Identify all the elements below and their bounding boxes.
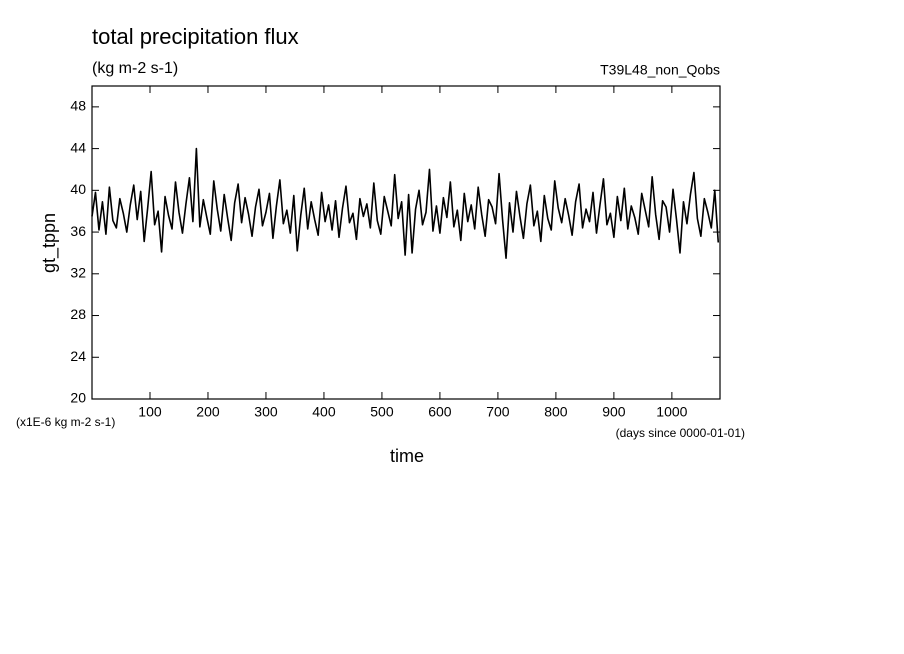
x-tick-label: 400 (312, 404, 336, 420)
y-axis-units: (x1E-6 kg m-2 s-1) (16, 415, 115, 429)
y-tick-label: 40 (70, 181, 86, 197)
x-axis-units: (days since 0000-01-01) (616, 426, 745, 440)
chart-subtitle: (kg m-2 s-1) (92, 60, 178, 77)
x-tick-label: 800 (544, 404, 568, 420)
y-tick-label: 28 (70, 306, 86, 322)
y-tick-label: 20 (70, 390, 86, 406)
y-tick-label: 48 (70, 98, 86, 114)
x-tick-label: 100 (138, 404, 162, 420)
annotation: T39L48_non_Qobs (600, 62, 720, 78)
y-tick-label: 36 (70, 223, 86, 239)
x-tick-label: 1000 (656, 404, 687, 420)
x-tick-label: 200 (196, 404, 220, 420)
y-tick-label: 32 (70, 265, 86, 281)
y-axis-label: gt_tppn (39, 213, 60, 273)
x-axis-label: time (390, 446, 424, 466)
x-tick-label: 900 (602, 404, 626, 420)
y-tick-label: 44 (70, 139, 86, 155)
y-tick-label: 24 (70, 348, 86, 364)
x-tick-label: 600 (428, 404, 452, 420)
x-tick-label: 700 (486, 404, 510, 420)
plot-frame (91, 85, 721, 400)
x-tick-label: 300 (254, 404, 278, 420)
x-tick-label: 500 (370, 404, 394, 420)
chart-title: total precipitation flux (92, 24, 299, 49)
data-line (91, 147, 720, 259)
